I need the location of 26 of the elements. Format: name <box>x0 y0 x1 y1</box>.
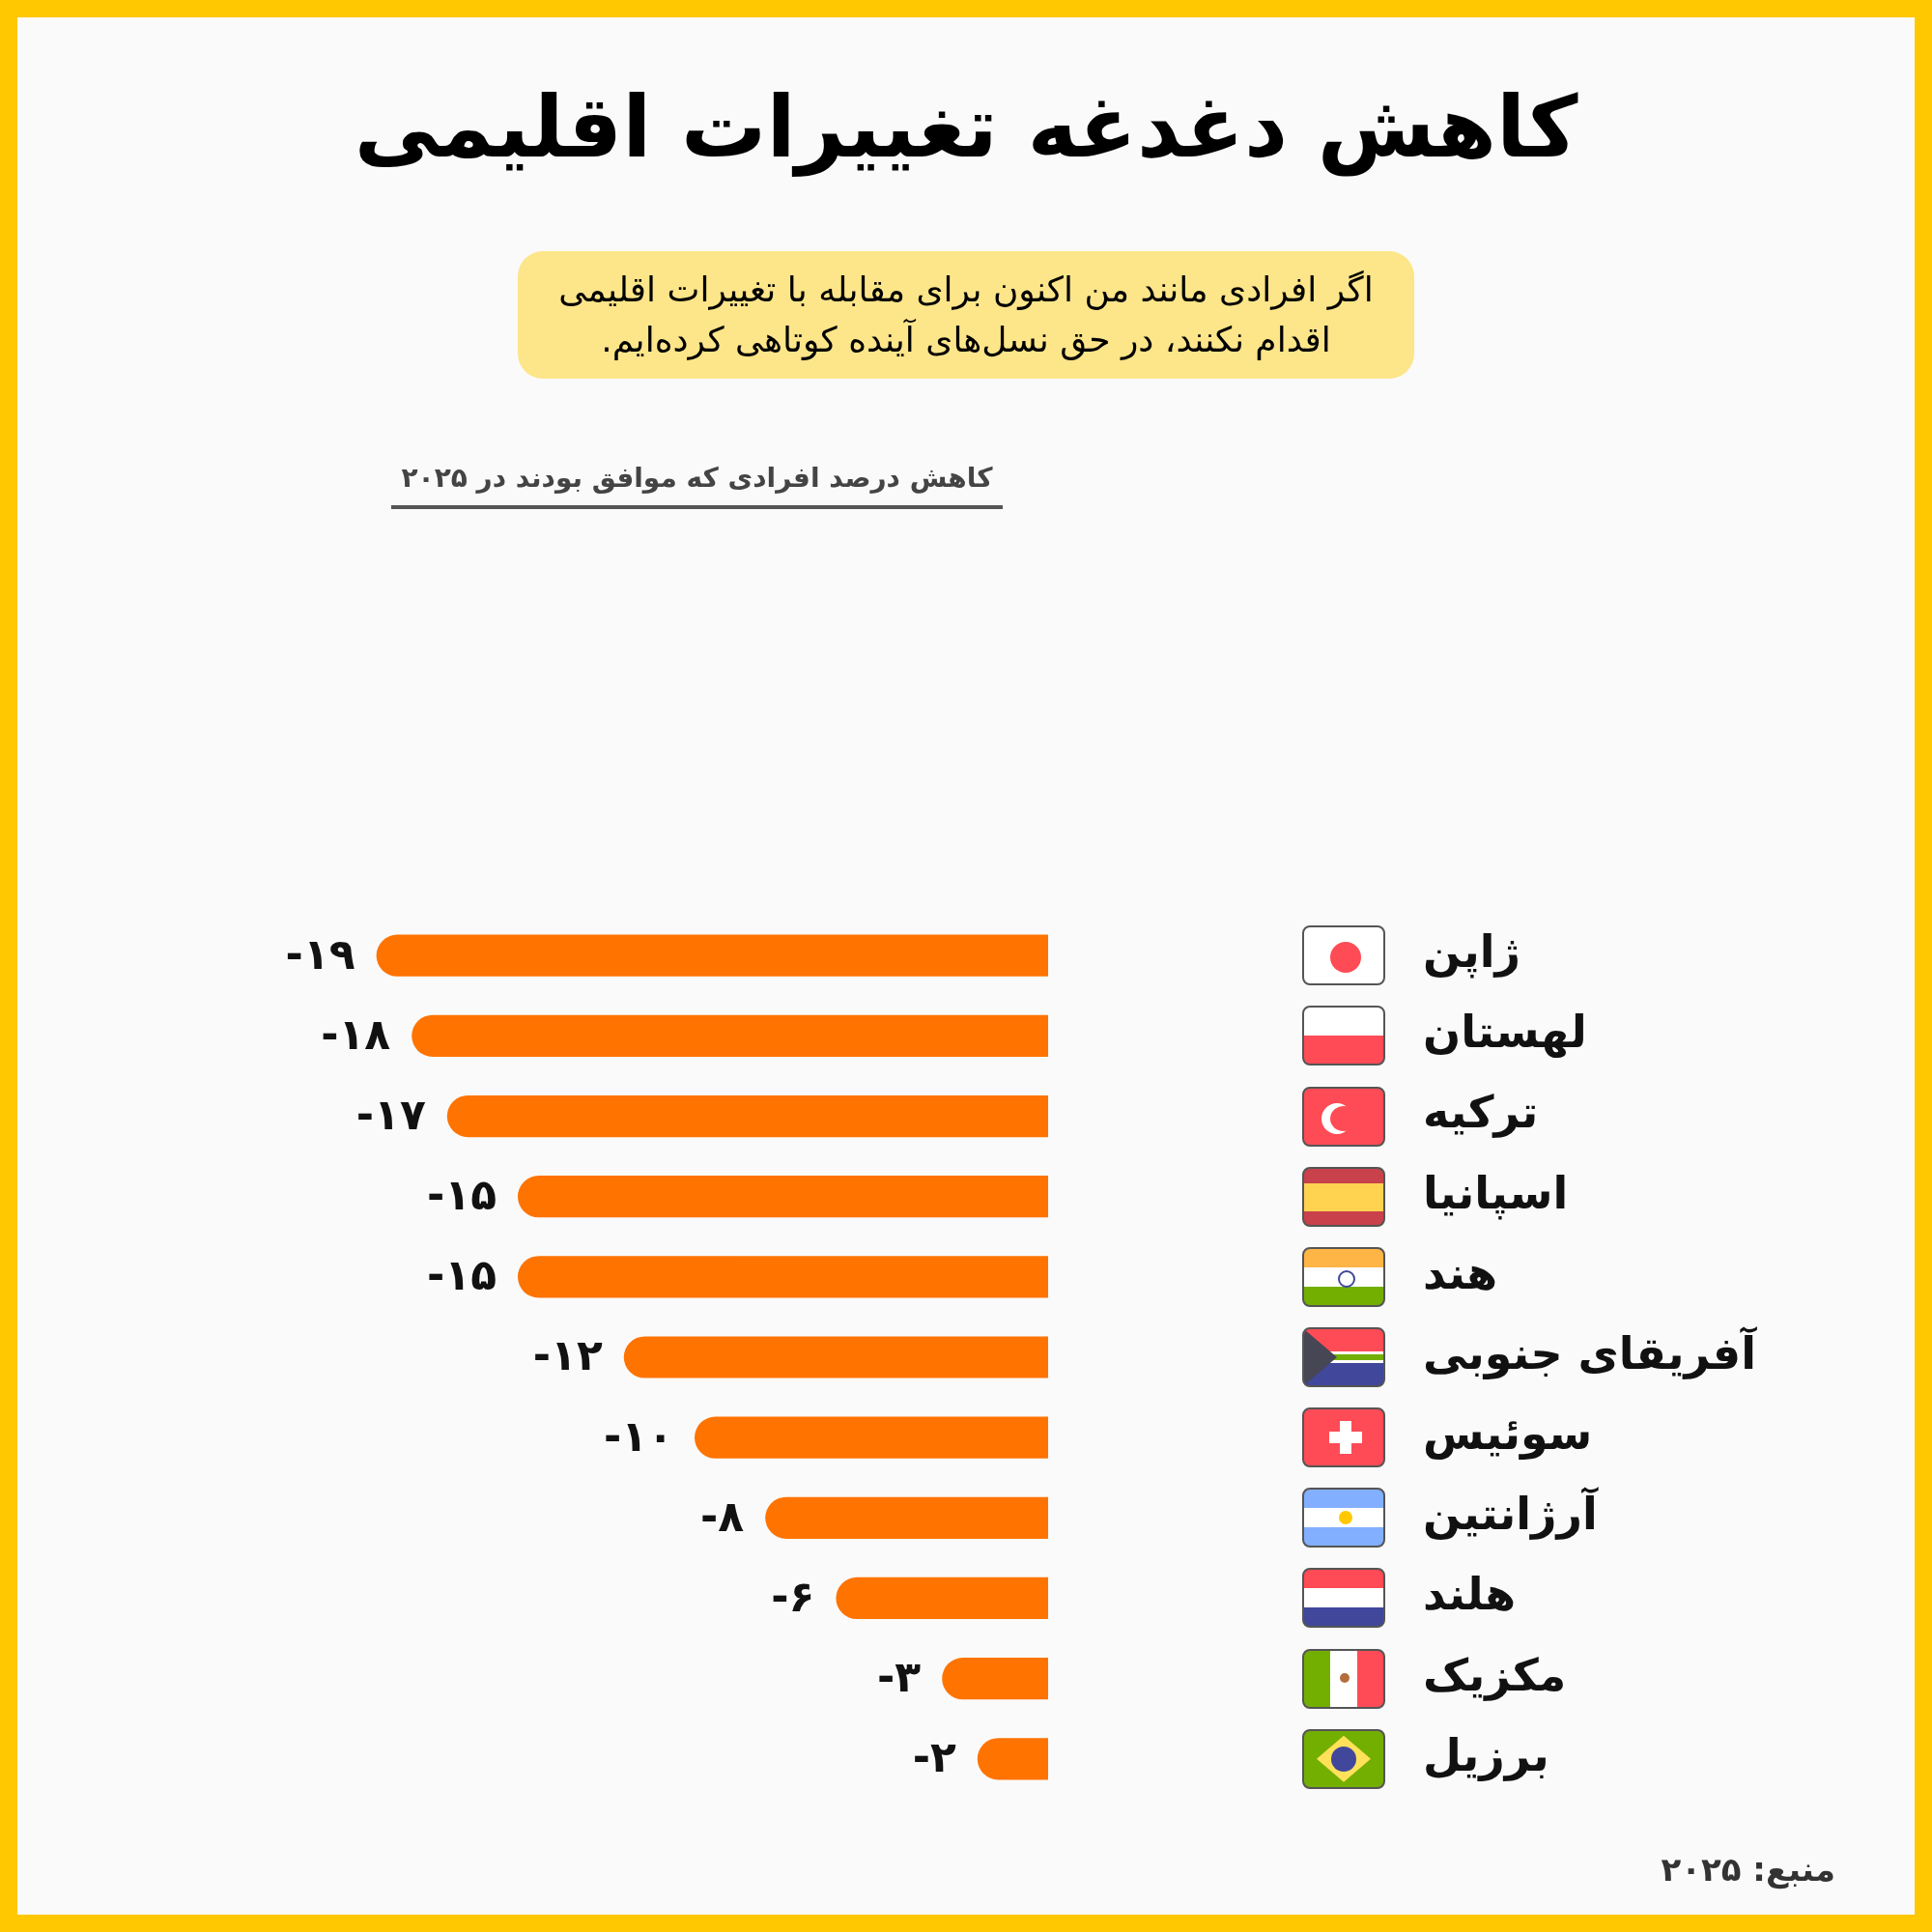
y-tick-label: اسپانیا <box>1423 1166 1569 1220</box>
chart-title: کاهش دغدغه تغییرات اقلیمی <box>353 77 1579 177</box>
text: کاهش درصد افرادی که موافق بودند در ۲۰۲۵ <box>391 462 1003 509</box>
data-label: -۱۷ <box>355 1089 426 1139</box>
y-tick-label: آرژانتین <box>1423 1487 1599 1541</box>
y-tick-label: ترکیه <box>1423 1086 1539 1139</box>
data-label: -۱۲ <box>532 1330 603 1380</box>
y-tick-label: ژاپن <box>1423 925 1520 980</box>
y-tick-label: برزیل <box>1423 1728 1549 1781</box>
data-label: -۱۵ <box>427 1250 497 1300</box>
y-tick-label: هلند <box>1423 1568 1517 1621</box>
data-label: -۲ <box>912 1732 956 1782</box>
data-label: -۱۸ <box>321 1009 391 1059</box>
y-tick-label: آفریقای جنوبی <box>1423 1325 1758 1379</box>
data-label: -۳ <box>877 1652 922 1702</box>
y-tick-label: مکزیک <box>1423 1648 1567 1701</box>
data-label: -۶ <box>771 1571 815 1621</box>
data-label: -۱۹ <box>285 928 355 979</box>
chart-subtitle: اگر افرادی مانند من اکنون برای مقابله با تغییرات اقلیمی اقدام نکنند، در حق نسل‌های آینده کوتاهی کرده‌ایم. <box>518 251 1414 379</box>
y-tick-label: سوئیس <box>1423 1407 1593 1461</box>
y-tick-label: هند <box>1423 1246 1498 1299</box>
data-label: -۱۵ <box>427 1170 497 1220</box>
data-label: -۸ <box>700 1491 745 1541</box>
data-label: -۱۰ <box>604 1410 673 1461</box>
y-tick-label: لهستان <box>1423 1006 1587 1059</box>
text: منبع: ۲۰۲۵ <box>1661 1850 1835 1889</box>
